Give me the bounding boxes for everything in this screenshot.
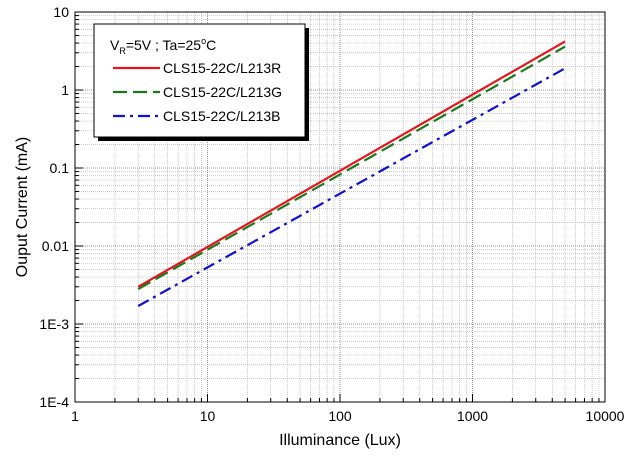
x-tick-label: 10000	[586, 408, 625, 424]
series-line	[137, 40, 566, 288]
y-tick-label: 1	[61, 82, 69, 98]
condition-degree: o	[201, 36, 206, 46]
y-tick-label: 0.01	[42, 238, 69, 254]
y-tick-label: 1E-3	[39, 316, 69, 332]
condition-text: =5V ; Ta=25	[126, 37, 201, 53]
condition-subscript: R	[119, 46, 126, 56]
y-tick-label: 10	[53, 4, 69, 20]
legend-condition: VR=5V ; Ta=25oC	[110, 36, 216, 56]
legend-label: CLS15-22C/L213G	[163, 84, 282, 100]
x-tick-label: 100	[328, 408, 352, 424]
x-tick-label: 10	[200, 408, 216, 424]
series-line	[137, 67, 566, 307]
y-tick-label: 1E-4	[39, 394, 69, 410]
axis-ticks: 1 10 100 1000 10000 1E-4 1E-3 0.01 0.1 1 10	[39, 4, 624, 424]
condition-v: V	[110, 37, 120, 53]
x-axis-label: Illuminance (Lux)	[279, 432, 401, 449]
legend: VR=5V ; Ta=25oC CLS15-22C/L213RCLS15-22C…	[93, 23, 309, 141]
legend-entries: CLS15-22C/L213R CLS15-22C/L213G CLS15-22C/…	[113, 60, 282, 124]
y-axis-label: Ouput Current (mA)	[14, 137, 31, 277]
series-line	[137, 45, 566, 291]
y-tick-label: 0.1	[50, 160, 70, 176]
x-tick-label: 1	[71, 408, 79, 424]
legend-label: CLS15-22C/L213R	[163, 60, 281, 76]
legend-box	[93, 23, 306, 138]
x-tick-label: 1000	[457, 408, 488, 424]
series-lines	[137, 40, 566, 307]
condition-unit: C	[206, 37, 216, 53]
legend-label: CLS15-22C/L213B	[163, 108, 281, 124]
